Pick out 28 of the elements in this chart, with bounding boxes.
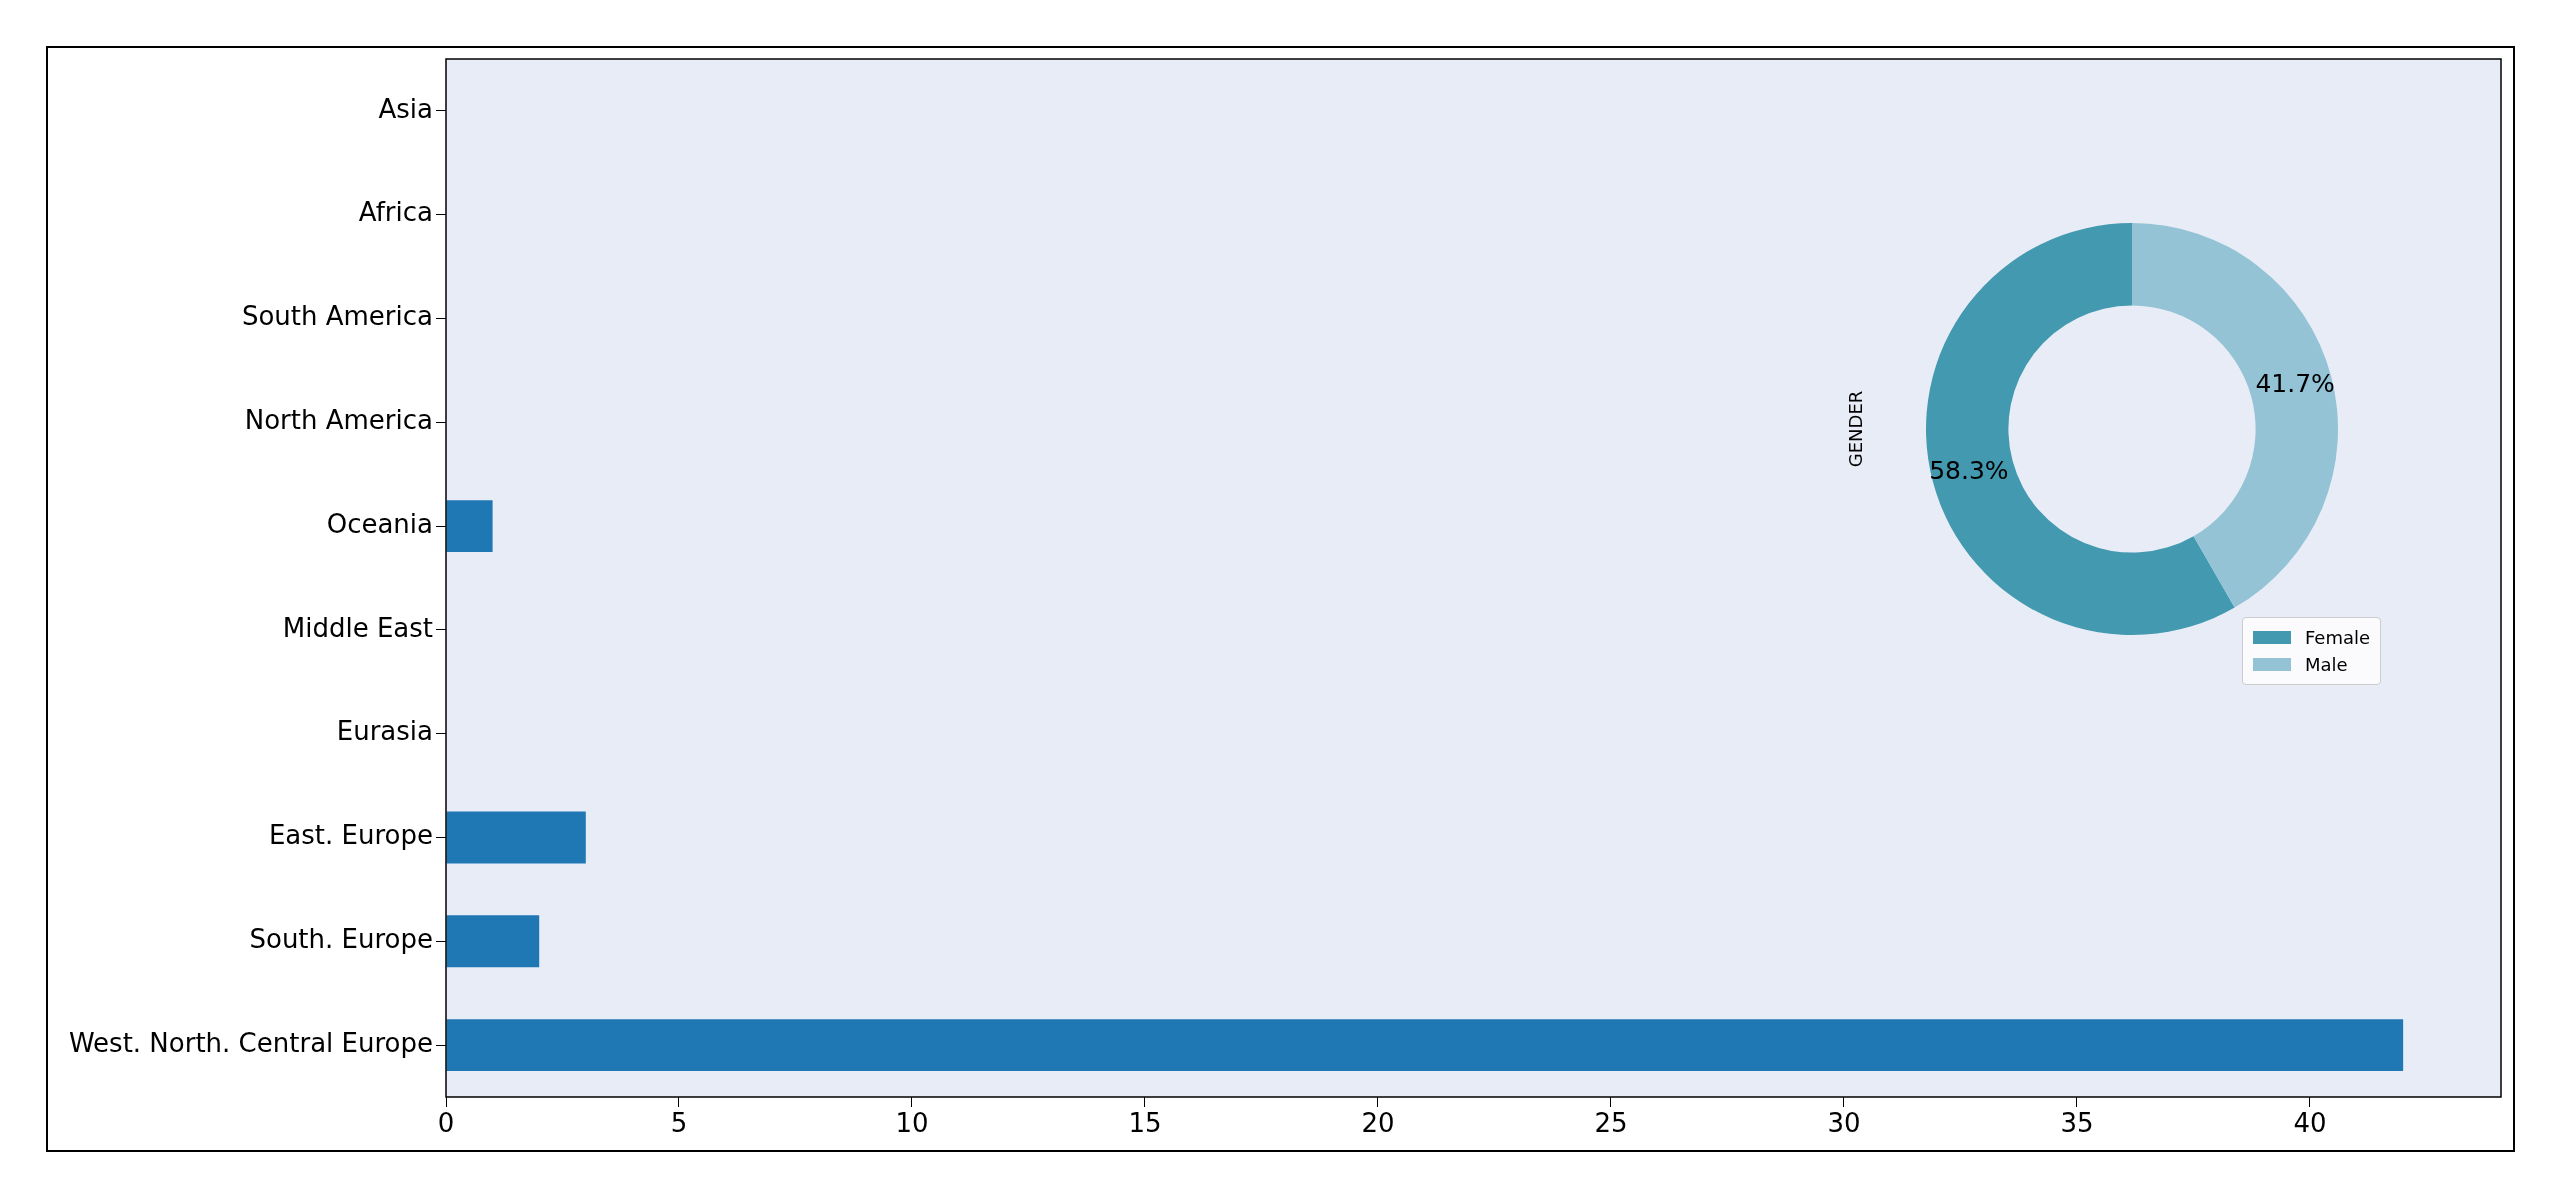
y-tick-label: South America [241,301,433,332]
x-tick-label: 10 [895,1108,929,1139]
y-tick-label: West. North. Central Europe [68,1027,433,1058]
y-tick-label: South. Europe [249,924,433,955]
y-tick-label: Africa [358,197,433,228]
y-tick-label: Asia [378,93,433,124]
y-tick-label: Middle East [282,612,433,643]
legend-label: Male [2305,654,2348,675]
x-tick-label: 20 [1361,1108,1395,1139]
x-tick-label: 0 [437,1108,455,1139]
legend-label: Female [2305,627,2371,648]
x-tick-label: 25 [1594,1108,1628,1139]
data-label: 58.3% [1929,456,2009,486]
x-tick-label: 15 [1128,1108,1162,1139]
x-tick-label: 5 [670,1108,688,1139]
x-tick-label: 40 [2293,1108,2327,1139]
y-tick-label: Oceania [326,508,433,539]
bar [446,915,540,968]
text: GENDER [1844,390,1866,468]
y-tick-label: Eurasia [336,716,433,747]
y-tick-label: East. Europe [268,820,433,851]
y-tick-label: North America [244,405,433,436]
bar [446,1019,2404,1072]
x-tick-label: 35 [2060,1108,2094,1139]
bar [446,811,586,864]
data-label: 41.7% [2255,368,2335,398]
x-tick-label: 30 [1827,1108,1861,1139]
bar [446,500,493,553]
